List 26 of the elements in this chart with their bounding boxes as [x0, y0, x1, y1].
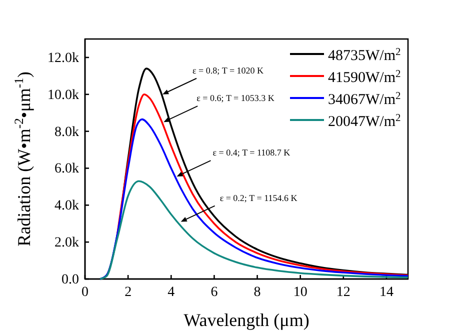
y-tick-label: 4.0k [54, 198, 79, 214]
x-tick-label: 8 [254, 284, 261, 300]
x-axis-title: Wavelength (μm) [184, 310, 310, 330]
y-tick-label: 6.0k [54, 162, 79, 177]
x-tick-label: 14 [379, 284, 394, 300]
legend-label: 48735W/m$^{2}$ [328, 46, 401, 64]
x-tick-label: 2 [124, 284, 132, 300]
line-series [99, 180, 409, 280]
legend-label: 34067W/m$^{2}$ [328, 90, 401, 108]
y-tick-label: 12.0k [48, 50, 79, 66]
y-tick-label: 0.0 [62, 272, 79, 288]
x-tick-label: 0 [82, 284, 88, 300]
x-tick-label: 10 [293, 284, 308, 300]
line-series [116, 93, 409, 276]
annotation: ε = 0.6; T = 1053.3 K [196, 93, 275, 104]
y-tick-label: 2.0k [54, 236, 79, 251]
legend-label: 20047W/m$^{2}$ [328, 112, 401, 130]
y-tick-label: 8.0k [54, 124, 79, 140]
x-tick-label: 6 [210, 284, 218, 300]
annotation: ε = 0.8; T = 1020 K [192, 65, 264, 76]
y-tick-label: 10.0k [48, 88, 79, 103]
x-tick-label: 12 [336, 284, 350, 300]
legend-label: 41590W/m$^{2}$ [328, 68, 401, 86]
annotation: ε = 0.2; T = 1154.6 K [220, 192, 298, 203]
x-tick-label: 4 [168, 284, 175, 300]
annotation: ε = 0.4; T = 1108.7 K [212, 148, 291, 158]
